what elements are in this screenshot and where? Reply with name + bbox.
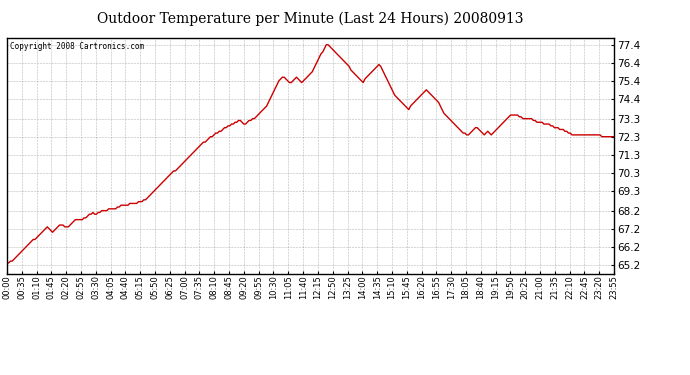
Text: Outdoor Temperature per Minute (Last 24 Hours) 20080913: Outdoor Temperature per Minute (Last 24 … [97,11,524,26]
Text: Copyright 2008 Cartronics.com: Copyright 2008 Cartronics.com [10,42,144,51]
